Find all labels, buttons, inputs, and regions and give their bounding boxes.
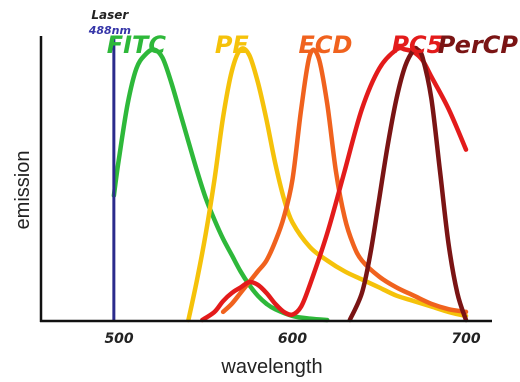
series-label-pe: PE	[215, 31, 250, 59]
series-line-pe	[186, 46, 469, 323]
series-line-fitc	[111, 47, 330, 323]
y-axis-label: emission	[12, 151, 34, 230]
series-line-ecd	[220, 47, 469, 315]
laser-wavelength-label: 488nm	[88, 24, 131, 37]
series-line-pc5	[200, 45, 469, 323]
x-tick-label-600: 600	[278, 331, 307, 347]
laser-label: Laser	[91, 8, 129, 22]
x-tick-label-500: 500	[104, 331, 133, 347]
x-tick-label-700: 700	[451, 331, 480, 347]
series-label-fitc: FITC	[107, 31, 167, 59]
x-axis-label: wavelength	[220, 356, 322, 378]
series-line-percp	[347, 45, 469, 323]
series-label-ecd: ECD	[299, 31, 353, 59]
laser-layer: Laser 488nm	[88, 8, 131, 320]
tick-layer: 500 600 700	[104, 331, 480, 347]
series-label-pc5: PC5	[391, 31, 443, 59]
series-layer	[111, 45, 469, 323]
series-label-percp: PerCP	[438, 31, 519, 59]
